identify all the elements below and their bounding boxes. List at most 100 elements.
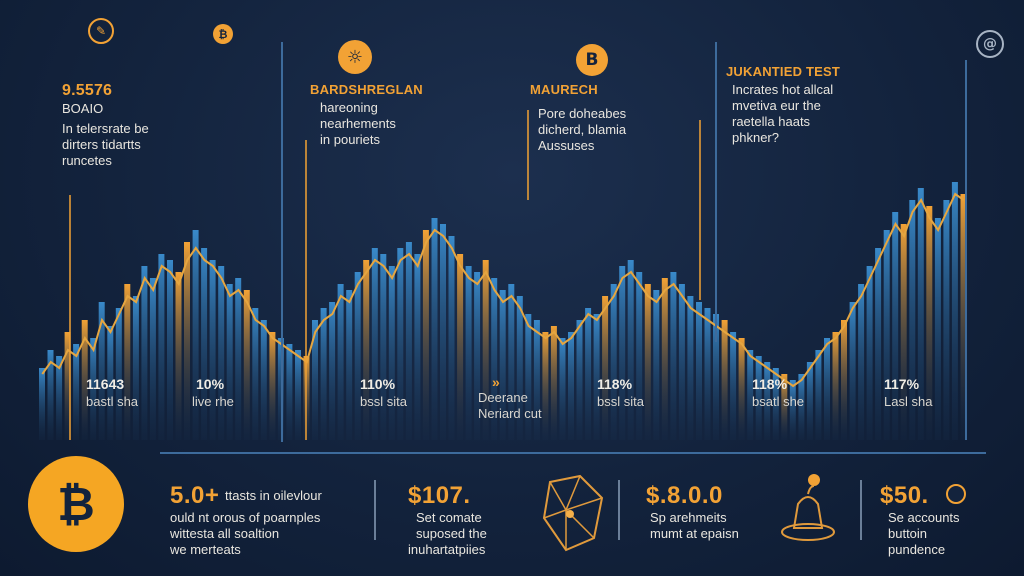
panel-1-subtitle: BOAIO [62,101,104,116]
bar [192,230,199,440]
bottom-divider [374,480,376,540]
bar [806,362,813,440]
bar [405,242,412,440]
bar [568,332,574,440]
bar [354,272,361,440]
bar [713,314,719,440]
bar [824,338,830,440]
bar [951,182,958,440]
stat-label: Neriard cut [478,406,542,421]
bar [926,206,933,440]
bottom-text-line: suposed the [416,526,487,541]
bar [380,254,387,440]
bar [670,272,677,440]
panel-3-body-line: Aussuses [538,138,595,153]
bar [465,266,472,440]
bar [158,254,165,440]
panel-4-body-line: raetella haats [732,114,811,129]
bar [90,338,97,440]
bar [678,284,685,440]
bottom-text-line: Se accounts [888,510,960,525]
bottom-text-line: Set comate [416,510,482,525]
coin-icon: ₿ [213,24,233,44]
bottom-text-line: pundence [888,542,946,557]
bar [576,320,583,440]
bar [704,308,711,440]
bar [235,278,242,440]
bar [312,320,318,440]
bar [218,266,225,440]
bar [141,266,148,440]
bar [371,248,378,440]
bar [252,308,259,440]
panel-3-body-line: Pore doheabes [538,106,627,121]
bar [516,296,523,440]
bar [508,284,515,440]
bar [64,332,71,440]
bar [98,302,105,440]
tool-icon: ✎ [88,18,114,44]
bar [397,248,404,440]
bar [849,302,856,440]
bar [175,272,182,440]
panel-4-body-line: mvetiva eur the [732,98,821,113]
bar [653,290,660,440]
bar [900,224,907,440]
bar [960,194,967,440]
bar [329,302,336,440]
bar [730,332,737,440]
bar [943,200,950,440]
bar [636,272,643,440]
panel-2-body-line: hareoning [320,100,378,115]
bar [363,260,370,440]
panel-3-title: MAURECH [530,82,598,97]
bar [491,278,498,440]
panel-2-body-line: nearhements [320,116,396,131]
bar [866,266,873,440]
bar [644,284,651,440]
stat-value: » [492,374,500,390]
stat-value: 10% [196,376,225,392]
panel-divider [281,42,283,442]
bar [337,284,344,440]
bar [115,308,122,440]
bar [875,248,882,440]
bottom-text-line: we merteats [170,542,241,557]
stat-label: bsatl she [752,394,805,409]
bar [56,356,63,440]
coin-icon [946,484,966,504]
panel-1-body-line: dirters tidartts [62,137,141,152]
bar [482,260,489,440]
bottom-divider [860,480,862,540]
bar [226,284,233,440]
bar [388,266,395,440]
bar [934,218,941,440]
bottom-text-line: buttoin [888,526,928,541]
panel-4-title: JUKANTIED TEST [726,64,841,79]
bottom-value: 5.0+ [170,482,220,509]
bar [269,332,276,440]
bar [764,362,771,440]
bottom-value: $50. [880,482,929,509]
bitcoin-icon: B [576,44,608,76]
bottom-text-line: mumt at epaisn [650,526,739,541]
bar [525,314,532,440]
bar [747,350,754,440]
panel-1-title: 9.5576 [62,82,113,99]
bar [858,284,865,440]
bar [132,296,139,440]
bar [610,284,617,440]
panel-4-body-line: Incrates hot allcal [732,82,834,97]
bell-icon [781,474,835,541]
bar [892,212,899,440]
stat-value: 11643 [86,376,125,392]
stat-label: Deerane [478,390,528,405]
bar [440,224,446,440]
bar [721,320,728,440]
bar [184,242,190,440]
bar [755,356,762,440]
bottom-divider [618,480,620,540]
settings-icon: @ [976,30,1004,58]
